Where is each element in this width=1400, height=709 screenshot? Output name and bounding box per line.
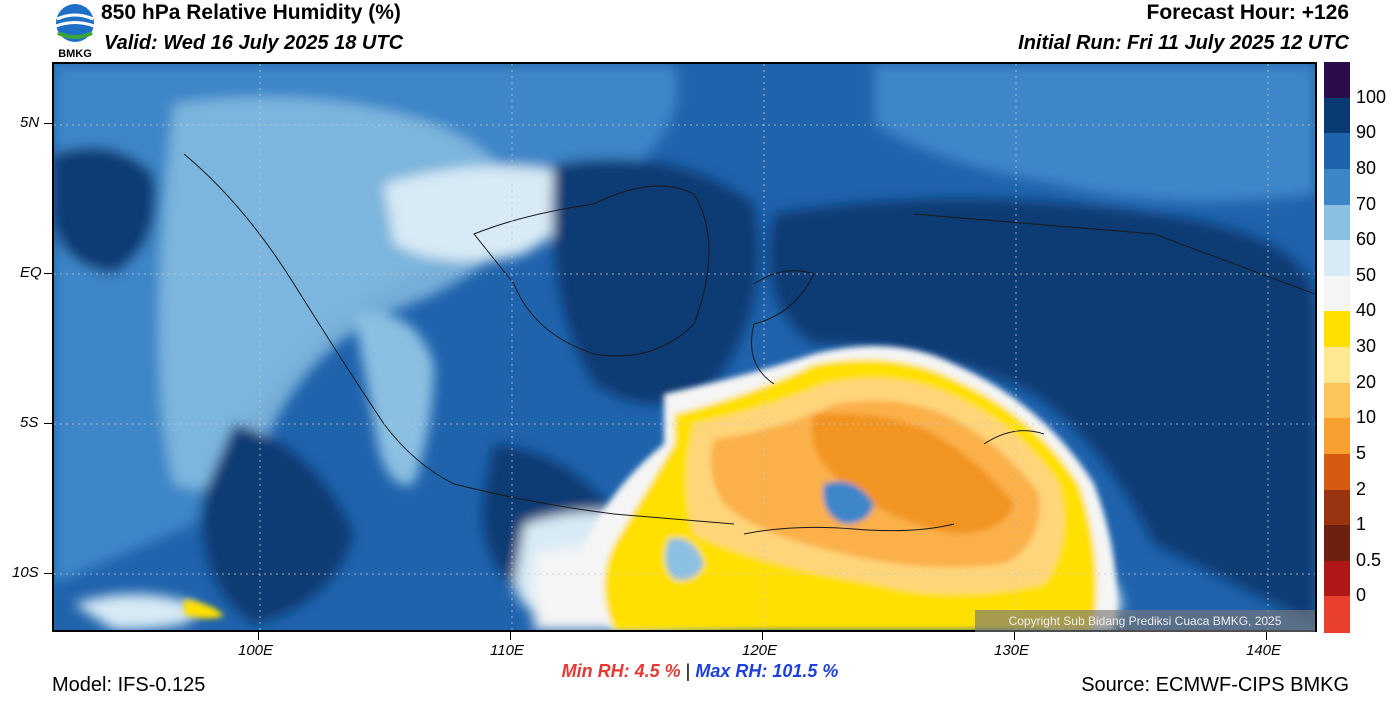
colorbar-segment: [1324, 596, 1350, 633]
colorbar-label: 10: [1356, 407, 1377, 428]
tick: [44, 423, 52, 424]
humidity-map[interactable]: [52, 62, 1317, 632]
gridlines: [54, 64, 1315, 630]
source-label: Source: ECMWF-CIPS BMKG: [1081, 674, 1349, 696]
forecast-hour: Forecast Hour: +126: [1146, 1, 1350, 24]
tick: [44, 123, 52, 124]
colorbar-label: 50: [1356, 264, 1377, 285]
colorbar-segment: [1324, 62, 1350, 99]
colorbar-segment: [1324, 97, 1350, 134]
colorbar-label: 0.5: [1356, 549, 1382, 570]
rh-stats: Min RH: 4.5 % | Max RH: 101.5 %: [0, 661, 1400, 682]
min-rh-label: Min RH:: [561, 661, 630, 681]
model-label: Model: IFS-0.125: [52, 674, 206, 696]
colorbar-segment: [1324, 240, 1350, 277]
colorbar-segment: [1324, 204, 1350, 241]
coastlines: [183, 153, 1315, 535]
initial-run: Initial Run: Fri 11 July 2025 12 UTC: [1018, 32, 1349, 54]
tick: [762, 632, 763, 640]
valid-time: Valid: Wed 16 July 2025 18 UTC: [104, 32, 404, 54]
lat-label-10s: 10S: [12, 564, 39, 581]
tick: [44, 573, 52, 574]
lat-label-eq: EQ: [20, 264, 42, 281]
bmkg-logo: BMKG: [52, 1, 98, 60]
tick: [1266, 632, 1267, 640]
colorbar-segment: [1324, 560, 1350, 597]
logo-text: BMKG: [58, 48, 92, 59]
colorbar-label: 20: [1356, 371, 1377, 392]
copyright-note: Copyright Sub Bidang Prediksi Cuaca BMKG…: [975, 610, 1315, 632]
colorbar-segment: [1324, 275, 1350, 312]
lat-label-5n: 5N: [20, 114, 40, 131]
colorbar-segment: [1324, 382, 1350, 419]
colorbar-segment: [1324, 133, 1350, 170]
colorbar-label: 2: [1356, 478, 1367, 499]
lon-label-140e: 140E: [1246, 642, 1282, 659]
colorbar-label: 70: [1356, 193, 1377, 214]
max-rh-value: 101.5 %: [772, 661, 839, 681]
colorbar-label: 30: [1356, 336, 1377, 356]
tick: [510, 632, 511, 640]
max-rh-label: Max RH:: [695, 661, 768, 681]
lon-label-120e: 120E: [742, 642, 778, 659]
colorbar: [1324, 62, 1350, 633]
colorbar-segment: [1324, 453, 1350, 490]
colorbar-label: 1: [1356, 514, 1367, 535]
lon-label-110e: 110E: [490, 642, 524, 659]
chart-title: 850 hPa Relative Humidity (%): [101, 1, 401, 24]
lat-label-5s: 5S: [20, 414, 39, 431]
colorbar-segment: [1324, 525, 1350, 562]
colorbar-label: 60: [1356, 229, 1377, 250]
lon-label-100e: 100E: [238, 642, 274, 659]
tick: [1014, 632, 1015, 640]
tick: [258, 632, 259, 640]
colorbar-segment: [1324, 311, 1350, 348]
colorbar-segment: [1324, 168, 1350, 205]
stats-separator: |: [685, 661, 691, 681]
colorbar-label: 40: [1356, 300, 1377, 321]
colorbar-label: 0: [1356, 585, 1367, 606]
colorbar-segment: [1324, 347, 1350, 384]
min-rh-value: 4.5 %: [634, 661, 681, 681]
lon-label-130e: 130E: [994, 642, 1030, 659]
colorbar-segment: [1324, 418, 1350, 455]
colorbar-label: 90: [1356, 122, 1377, 143]
humidity-field: [54, 64, 1315, 630]
colorbar-segment: [1324, 489, 1350, 526]
colorbar-label: 5: [1356, 442, 1367, 463]
colorbar-label: 80: [1356, 157, 1377, 178]
colorbar-label: 100: [1356, 86, 1387, 107]
tick: [44, 273, 52, 274]
